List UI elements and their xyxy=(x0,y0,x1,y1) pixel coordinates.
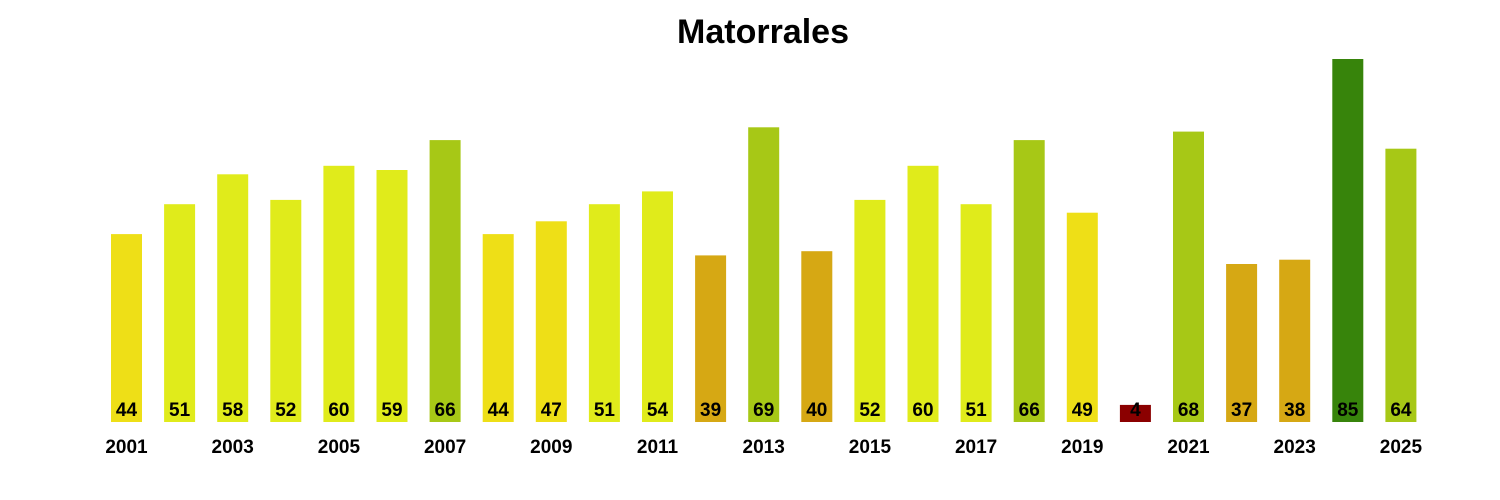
x-tick-label-2011: 2011 xyxy=(637,437,679,458)
x-tick-label-2021: 2021 xyxy=(1167,437,1210,458)
bar-2004 xyxy=(270,199,302,422)
value-label-2021: 68 xyxy=(1178,400,1199,421)
x-tick-label-2005: 2005 xyxy=(318,437,361,458)
x-tick-label-2007: 2007 xyxy=(424,437,466,458)
bar-2013 xyxy=(748,127,780,423)
x-tick-label-2003: 2003 xyxy=(212,437,254,458)
x-tick-label-2017: 2017 xyxy=(955,437,997,458)
value-label-2002: 51 xyxy=(169,400,191,421)
value-label-2017: 51 xyxy=(966,400,988,421)
bar-2007 xyxy=(429,140,461,422)
bar-2012 xyxy=(695,255,727,422)
bar-2016 xyxy=(907,165,939,423)
value-label-2009: 47 xyxy=(541,400,562,421)
bar-2006 xyxy=(376,170,408,422)
bar-2024 xyxy=(1332,59,1364,422)
value-label-2012: 39 xyxy=(700,400,721,421)
bar-2019 xyxy=(1066,212,1098,422)
value-label-2001: 44 xyxy=(116,400,138,421)
x-tick-label-2009: 2009 xyxy=(530,437,572,458)
value-label-2020: 4 xyxy=(1130,400,1141,421)
value-label-2013: 69 xyxy=(753,400,774,421)
x-tick-labels-group: 2001 2003 2005 2007 2009 2011 2013 2015 2017 2019… xyxy=(105,437,1422,458)
value-label-2016: 60 xyxy=(912,400,933,421)
bar-2017 xyxy=(960,204,992,422)
value-label-2004: 52 xyxy=(275,400,296,421)
bar-2020 xyxy=(1119,404,1151,422)
bar-2001 xyxy=(111,234,142,422)
bar-2025 xyxy=(1385,148,1417,422)
value-label-2022: 37 xyxy=(1231,400,1252,421)
bar-2021 xyxy=(1173,131,1204,422)
value-label-2007: 66 xyxy=(435,400,456,421)
x-tick-label-2019: 2019 xyxy=(1061,437,1103,458)
value-label-2003: 58 xyxy=(222,400,243,421)
value-label-2023: 38 xyxy=(1284,400,1305,421)
x-tick-label-2001: 2001 xyxy=(105,437,148,458)
value-label-2015: 52 xyxy=(859,400,880,421)
bar-2015 xyxy=(854,199,886,422)
x-tick-label-2015: 2015 xyxy=(849,437,892,458)
bar-2002 xyxy=(164,204,196,422)
value-labels-group: 44 51 58 52 60 59 66 44 47 51 54 39 69 40 52 60 51 66 49 4 6… xyxy=(116,400,1412,421)
bar-2023 xyxy=(1279,259,1311,422)
bar-2005 xyxy=(323,165,355,423)
value-label-2025: 64 xyxy=(1390,400,1412,421)
x-tick-label-2025: 2025 xyxy=(1380,437,1423,458)
value-label-2018: 66 xyxy=(1019,400,1040,421)
bar-2009 xyxy=(535,221,567,422)
value-label-2006: 59 xyxy=(381,400,402,421)
value-label-2024: 85 xyxy=(1337,400,1359,421)
value-label-2014: 40 xyxy=(806,400,827,421)
chart-title: Matorrales xyxy=(677,13,849,51)
bars-group xyxy=(111,59,1417,423)
x-tick-label-2013: 2013 xyxy=(743,437,785,458)
value-label-2005: 60 xyxy=(328,400,349,421)
value-label-2010: 51 xyxy=(594,400,616,421)
bar-2003 xyxy=(217,174,249,422)
bar-2018 xyxy=(1013,140,1045,422)
bar-2008 xyxy=(482,234,514,422)
x-tick-label-2023: 2023 xyxy=(1274,437,1316,458)
value-label-2019: 49 xyxy=(1072,400,1093,421)
bar-2010 xyxy=(588,204,620,422)
value-label-2008: 44 xyxy=(488,400,510,421)
bar-2011 xyxy=(642,191,673,422)
bar-2022 xyxy=(1226,264,1258,422)
bar-2014 xyxy=(801,251,833,422)
value-label-2011: 54 xyxy=(647,400,669,421)
